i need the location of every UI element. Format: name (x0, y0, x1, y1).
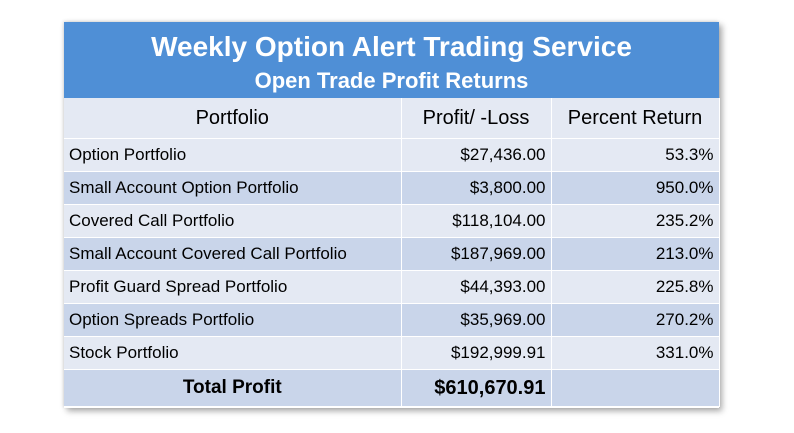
portfolio-name: Stock Portfolio (64, 336, 402, 370)
profit-loss-value: $27,436.00 (401, 138, 552, 172)
table-row: Small Account Option Portfolio $3,800.00… (64, 171, 720, 205)
profit-loss-value: $44,393.00 (401, 270, 552, 304)
percent-return-value: 270.2% (551, 303, 720, 337)
portfolio-name: Small Account Covered Call Portfolio (64, 237, 402, 271)
header-profit-loss: Profit/ -Loss (401, 98, 552, 139)
profit-loss-value: $192,999.91 (401, 336, 552, 370)
percent-return-value: 331.0% (551, 336, 720, 370)
header-portfolio: Portfolio (64, 98, 402, 139)
total-row: Total Profit $610,670.91 (64, 369, 720, 407)
table-row: Covered Call Portfolio $118,104.00 235.2… (64, 204, 720, 238)
total-percent (551, 369, 720, 407)
percent-return-value: 950.0% (551, 171, 720, 205)
percent-return-value: 225.8% (551, 270, 720, 304)
profit-loss-value: $187,969.00 (401, 237, 552, 271)
portfolio-name: Option Portfolio (64, 138, 402, 172)
portfolio-name: Small Account Option Portfolio (64, 171, 402, 205)
page-subtitle: Open Trade Profit Returns (254, 68, 529, 93)
profit-loss-value: $3,800.00 (401, 171, 552, 205)
table-row: Option Portfolio $27,436.00 53.3% (64, 138, 720, 172)
profit-loss-value: $118,104.00 (401, 204, 552, 238)
total-label: Total Profit (64, 369, 402, 407)
percent-return-value: 235.2% (551, 204, 720, 238)
title-banner: Weekly Option Alert Trading Service Open… (64, 22, 719, 98)
profit-loss-value: $35,969.00 (401, 303, 552, 337)
portfolio-name: Option Spreads Portfolio (64, 303, 402, 337)
profit-returns-panel: Weekly Option Alert Trading Service Open… (64, 22, 720, 408)
table-row: Profit Guard Spread Portfolio $44,393.00… (64, 270, 720, 304)
returns-table: Portfolio Profit/ -Loss Percent Return O… (64, 98, 720, 407)
table-row: Stock Portfolio $192,999.91 331.0% (64, 336, 720, 370)
table-row: Small Account Covered Call Portfolio $18… (64, 237, 720, 271)
header-row: Portfolio Profit/ -Loss Percent Return (64, 98, 720, 139)
total-value: $610,670.91 (401, 369, 552, 407)
percent-return-value: 213.0% (551, 237, 720, 271)
header-percent-return: Percent Return (551, 98, 720, 139)
table-row: Option Spreads Portfolio $35,969.00 270.… (64, 303, 720, 337)
page-title: Weekly Option Alert Trading Service (151, 31, 632, 62)
portfolio-name: Profit Guard Spread Portfolio (64, 270, 402, 304)
portfolio-name: Covered Call Portfolio (64, 204, 402, 238)
percent-return-value: 53.3% (551, 138, 720, 172)
